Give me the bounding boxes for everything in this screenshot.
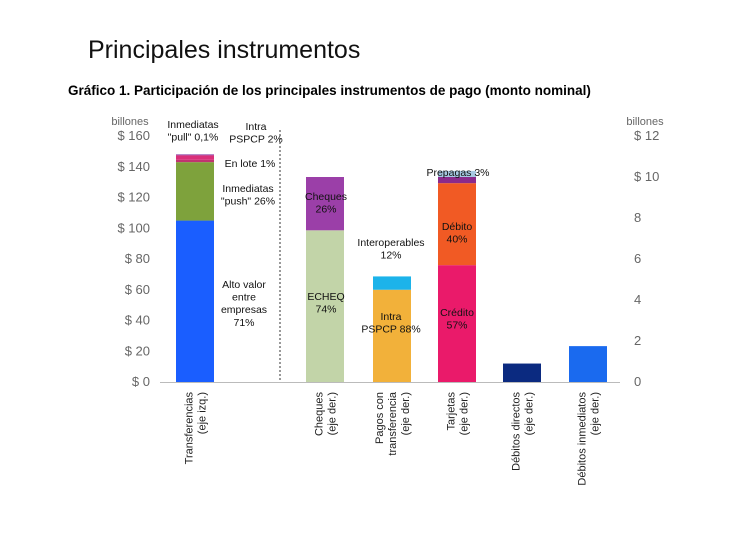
bar-segment bbox=[503, 363, 541, 382]
category-label: Débitos inmediatos(eje der.) bbox=[577, 392, 602, 486]
annotation-credito: Crédito 57% bbox=[440, 307, 474, 332]
left-axis-tick: $ 0 bbox=[132, 374, 150, 389]
bar-segment bbox=[438, 265, 476, 382]
right-axis-tick: 2 bbox=[634, 333, 641, 348]
right-axis-tick: 0 bbox=[634, 374, 641, 389]
annotation-intra88: Intra PSPCP 88% bbox=[361, 311, 420, 336]
annotation-prepagas: Prepagas 3% bbox=[426, 167, 489, 179]
bar-segment bbox=[438, 183, 476, 266]
bar-segment bbox=[176, 159, 214, 163]
annotation-debito: Débito 40% bbox=[442, 221, 473, 246]
left-axis-tick: $ 20 bbox=[125, 343, 150, 358]
bar-segment bbox=[176, 162, 214, 221]
bar-segment bbox=[306, 230, 344, 382]
annotation-cheques: Cheques 26% bbox=[305, 191, 347, 216]
bar-segment bbox=[438, 177, 476, 184]
category-label: Débitos directos(eje der.) bbox=[511, 392, 536, 471]
category-label: Pagos contransferencia(eje der.) bbox=[374, 391, 412, 455]
bar-segment bbox=[438, 170, 476, 177]
right-axis-tick: 8 bbox=[634, 210, 641, 225]
annotation-push: Inmediatas "push" 26% bbox=[221, 183, 275, 208]
bar-segment bbox=[176, 154, 214, 156]
bar-segment bbox=[373, 289, 411, 382]
annotation-interop: Interoperables 12% bbox=[357, 237, 424, 262]
right-axis-unit: billones bbox=[626, 116, 664, 128]
left-axis-unit: billones bbox=[111, 116, 149, 128]
annotation-pull: Inmediatas "pull" 0,1% bbox=[167, 119, 218, 144]
left-axis-tick: $ 100 bbox=[117, 220, 150, 235]
bar-segment bbox=[569, 346, 607, 382]
bar-segment bbox=[306, 177, 344, 231]
bar-segment bbox=[176, 155, 214, 160]
category-label: Transferencias(eje izq.) bbox=[184, 392, 209, 465]
right-axis-tick: 6 bbox=[634, 251, 641, 266]
left-axis-tick: $ 40 bbox=[125, 313, 150, 328]
left-axis-tick: $ 60 bbox=[125, 282, 150, 297]
right-axis-tick: $ 12 bbox=[634, 128, 659, 143]
bar-segment bbox=[373, 276, 411, 290]
right-axis-tick: 4 bbox=[634, 292, 641, 307]
category-label: Tarjetas(eje der.) bbox=[446, 392, 471, 436]
left-axis-tick: $ 160 bbox=[117, 128, 150, 143]
annotation-lote: En lote 1% bbox=[225, 158, 276, 170]
annotation-alto: Alto valor entre empresas 71% bbox=[221, 279, 267, 329]
left-axis-tick: $ 120 bbox=[117, 190, 150, 205]
left-axis-tick: $ 80 bbox=[125, 251, 150, 266]
annotation-echeq: ECHEQ 74% bbox=[307, 291, 344, 316]
category-label: Cheques(eje der.) bbox=[314, 392, 339, 437]
chart-title: Gráfico 1. Participación de los principa… bbox=[68, 83, 591, 98]
bar-segment bbox=[176, 220, 214, 382]
left-axis-tick: $ 140 bbox=[117, 159, 150, 174]
annotation-intra: Intra PSPCP 2% bbox=[229, 121, 283, 146]
page-title: Principales instrumentos bbox=[88, 36, 361, 64]
right-axis-tick: $ 10 bbox=[634, 169, 659, 184]
